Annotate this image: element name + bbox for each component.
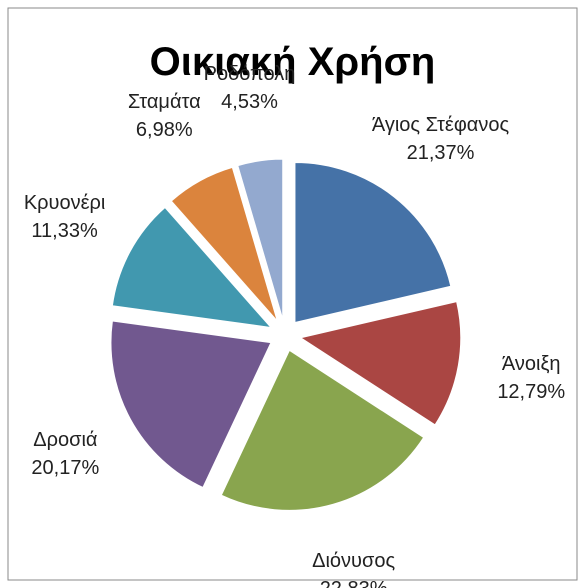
- slice-label: Ροδόπολη 4,53%: [175, 60, 325, 116]
- category-label: Κρυονέρι: [23, 191, 106, 214]
- pie-slice: [111, 206, 273, 329]
- category-label: Ροδόπολη: [203, 62, 296, 85]
- slice-label: Δροσιά 20,17%: [0, 426, 140, 482]
- slice-label: Άγιος Στέφανος 21,37%: [366, 111, 516, 167]
- category-label: Δροσιά: [33, 429, 98, 452]
- value-label: 20,17%: [31, 457, 100, 480]
- value-label: 12,79%: [497, 381, 566, 404]
- value-label: 22,83%: [279, 575, 429, 588]
- category-label: Άγιος Στέφανος: [371, 114, 510, 137]
- value-label: 11,33%: [31, 219, 98, 242]
- value-label: 4,53%: [221, 90, 278, 113]
- pie-slice: [220, 349, 425, 511]
- pie-slice: [170, 166, 278, 322]
- chart-frame: [7, 7, 578, 581]
- slice-label: Σταμάτα 6,98%: [89, 88, 239, 144]
- value-label: 6,98%: [135, 119, 193, 142]
- slice-label: Κρυονέρι 11,33%: [0, 189, 140, 245]
- slice-label: Διόνυσος 22,83%: [279, 547, 429, 588]
- category-label: Άνοιξη: [501, 353, 561, 376]
- slice-label: Άνοιξη 12,79%: [456, 350, 585, 406]
- pie-slice: [299, 300, 462, 426]
- pie-slice: [294, 161, 452, 324]
- category-label: Σταμάτα: [127, 91, 201, 114]
- value-label: 21,37%: [406, 142, 475, 165]
- category-label: Διόνυσος: [312, 550, 396, 573]
- chart-title: Οικιακή Χρήση: [149, 40, 436, 84]
- pie-slice: [237, 158, 284, 320]
- pie-slice: [110, 320, 272, 489]
